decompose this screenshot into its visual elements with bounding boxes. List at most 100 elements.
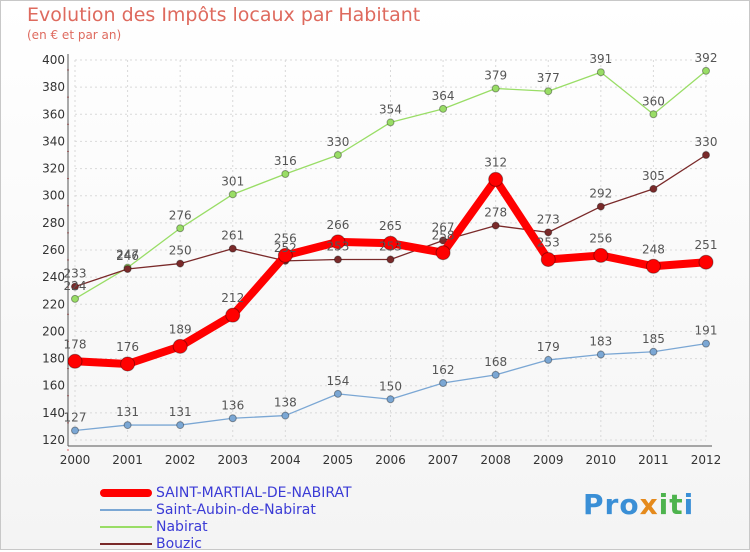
data-point xyxy=(435,245,451,261)
data-label: 138 xyxy=(274,396,297,410)
x-tick-label: 2007 xyxy=(428,453,459,467)
y-tick-label: 180 xyxy=(42,352,65,366)
y-tick-label: 260 xyxy=(42,243,65,257)
x-tick-label: 2005 xyxy=(323,453,354,467)
data-label: 162 xyxy=(432,363,455,377)
data-label: 185 xyxy=(642,332,665,346)
data-point xyxy=(488,171,504,187)
legend-label: Nabirat xyxy=(156,518,208,535)
logo-part: i xyxy=(683,488,695,521)
proxiti-logo: Proxiti xyxy=(583,488,694,521)
chart-title: Evolution des Impôts locaux par Habitant xyxy=(27,4,421,26)
axes: 120 140 160 180 200 220 240 260 280 300 320 340 360 3… xyxy=(42,53,721,467)
data-label: 131 xyxy=(169,405,192,419)
y-tick-label: 240 xyxy=(42,270,65,284)
data-label: 252 xyxy=(274,241,297,255)
data-label: 354 xyxy=(379,102,402,116)
data-point xyxy=(439,236,448,245)
data-point xyxy=(123,421,132,430)
y-tick-label: 360 xyxy=(42,107,65,121)
data-point xyxy=(330,234,346,250)
data-label: 253 xyxy=(379,240,402,254)
data-label: 247 xyxy=(116,248,139,262)
y-tick-label: 220 xyxy=(42,297,65,311)
data-point xyxy=(596,350,605,359)
data-point xyxy=(544,355,553,364)
data-point xyxy=(491,221,500,230)
data-label: 256 xyxy=(589,231,612,245)
data-label: 233 xyxy=(64,267,87,281)
data-label: 266 xyxy=(326,218,349,232)
x-tick-label: 2002 xyxy=(165,453,196,467)
data-label: 360 xyxy=(642,94,665,108)
data-label: 178 xyxy=(64,337,87,351)
data-point xyxy=(649,184,658,193)
data-point xyxy=(596,202,605,211)
data-label: 154 xyxy=(326,374,349,388)
grid-lines xyxy=(74,59,707,441)
legend-swatch xyxy=(100,508,152,511)
data-point xyxy=(702,151,710,159)
legend: SAINT-MARTIAL-DE-NABIRAT Saint-Aubin-de-… xyxy=(100,484,352,552)
chart-subtitle: (en € et par an) xyxy=(27,28,122,42)
data-label: 253 xyxy=(326,240,349,254)
data-label: 131 xyxy=(116,405,139,419)
y-tick-label: 140 xyxy=(42,406,65,420)
data-point xyxy=(386,395,395,404)
data-point xyxy=(176,421,185,430)
data-point xyxy=(120,356,136,372)
data-point xyxy=(67,353,83,369)
series-layer xyxy=(67,66,714,435)
data-point xyxy=(333,255,342,264)
data-label: 292 xyxy=(589,187,612,201)
x-tick-label: 2006 xyxy=(375,453,406,467)
data-label: 330 xyxy=(326,135,349,149)
data-point xyxy=(225,307,241,323)
data-point xyxy=(281,170,290,178)
y-tick-label: 200 xyxy=(42,324,65,338)
y-tick-label: 320 xyxy=(42,162,65,176)
data-label: 377 xyxy=(537,71,560,85)
data-point xyxy=(176,259,185,268)
data-label: 150 xyxy=(379,379,402,393)
data-point xyxy=(383,235,398,251)
data-point xyxy=(649,347,658,356)
legend-label: SAINT-MARTIAL-DE-NABIRAT xyxy=(156,484,352,501)
data-label: 246 xyxy=(116,249,139,263)
y-tick-label: 280 xyxy=(42,216,65,230)
data-label: 301 xyxy=(221,174,244,188)
data-label: 316 xyxy=(274,154,297,168)
data-point xyxy=(71,294,79,303)
legend-item: Saint-Aubin-de-Nabirat xyxy=(100,501,352,518)
data-point xyxy=(649,110,658,119)
data-label: 379 xyxy=(484,69,507,83)
data-label: 251 xyxy=(695,238,718,252)
data-label: 364 xyxy=(432,89,455,103)
data-point xyxy=(123,265,132,273)
x-tick-label: 2009 xyxy=(533,453,564,467)
data-point xyxy=(491,370,500,379)
y-tick-label: 380 xyxy=(42,80,65,94)
data-label: 265 xyxy=(379,219,402,233)
data-point xyxy=(228,190,237,199)
y-tick-label: 160 xyxy=(42,379,65,393)
y-tick-label: 340 xyxy=(42,134,65,148)
data-label: 212 xyxy=(221,291,244,305)
data-point xyxy=(333,151,342,159)
data-label: 276 xyxy=(169,208,192,222)
data-point xyxy=(71,282,79,291)
data-label: 392 xyxy=(695,51,718,65)
data-label: 261 xyxy=(221,229,244,243)
data-point xyxy=(386,255,395,264)
data-label: 330 xyxy=(695,135,718,149)
data-point xyxy=(491,84,500,93)
data-label: 391 xyxy=(589,52,612,66)
data-point xyxy=(645,258,661,274)
data-label: 305 xyxy=(642,169,665,183)
data-point xyxy=(439,379,448,387)
data-label: 224 xyxy=(64,279,87,293)
x-tick-label: 2012 xyxy=(691,453,722,467)
x-tick-label: 2011 xyxy=(638,453,669,467)
data-point xyxy=(333,389,342,398)
